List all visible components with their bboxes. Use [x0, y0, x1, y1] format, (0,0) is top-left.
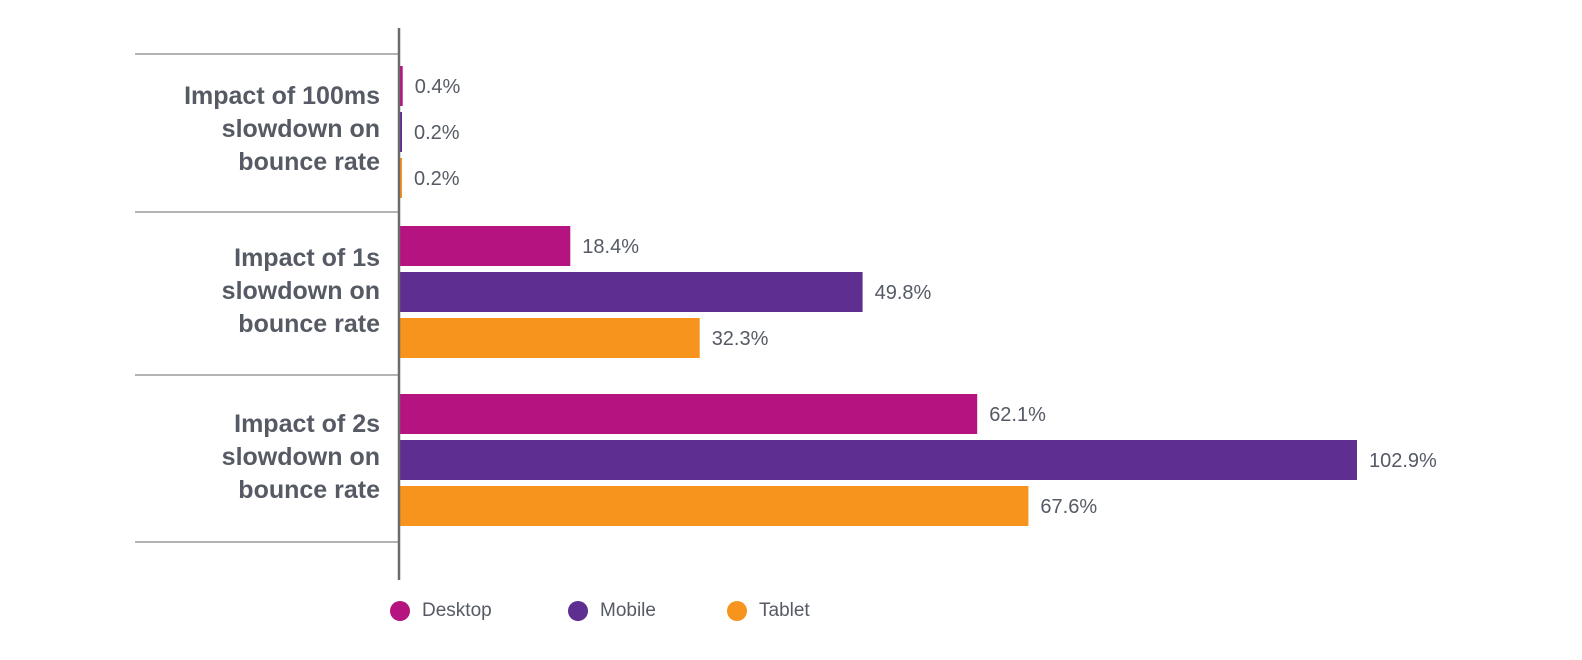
legend-label-tablet: Tablet	[759, 600, 810, 621]
bar-mobile-2	[399, 440, 1357, 480]
legend-item-tablet: Tablet	[727, 600, 810, 622]
value-label-tablet-0: 0.2%	[414, 168, 460, 190]
legend-item-desktop: Desktop	[390, 600, 492, 622]
bar-tablet-0	[399, 158, 402, 198]
bar-tablet-2	[399, 486, 1029, 526]
value-label-tablet-1: 32.3%	[712, 328, 769, 350]
value-label-tablet-2: 67.6%	[1040, 496, 1097, 518]
value-labels-group: 0.4% 0.2% 0.2% 18.4% 49.8% 32.3% 62.1% 102.9% 67…	[414, 76, 1437, 518]
bar-desktop-2	[399, 394, 978, 434]
value-label-mobile-1: 49.8%	[875, 282, 932, 304]
mobile-dot-icon	[568, 601, 588, 621]
value-label-desktop-1: 18.4%	[582, 236, 639, 258]
category-label-1s: Impact of 1s slowdown on bounce rate	[221, 244, 380, 338]
bar-mobile-0	[399, 112, 402, 152]
bar-desktop-0	[399, 66, 403, 106]
category-label-2s: Impact of 2s slowdown on bounce rate	[221, 410, 380, 504]
bars-group	[399, 66, 1357, 526]
category-separators	[135, 53, 399, 543]
legend-item-mobile: Mobile	[568, 600, 656, 622]
tablet-dot-icon	[727, 601, 747, 621]
legend-label-desktop: Desktop	[422, 600, 492, 621]
value-label-mobile-2: 102.9%	[1369, 450, 1437, 472]
bar-mobile-1	[399, 272, 863, 312]
desktop-dot-icon	[390, 601, 410, 621]
value-label-desktop-2: 62.1%	[989, 404, 1046, 426]
value-label-desktop-0: 0.4%	[415, 76, 461, 98]
bar-desktop-1	[399, 226, 571, 266]
value-label-mobile-0: 0.2%	[414, 122, 460, 144]
bar-tablet-1	[399, 318, 700, 358]
category-label-100ms: Impact of 100ms slowdown on bounce rate	[184, 82, 380, 176]
legend-label-mobile: Mobile	[600, 600, 656, 621]
